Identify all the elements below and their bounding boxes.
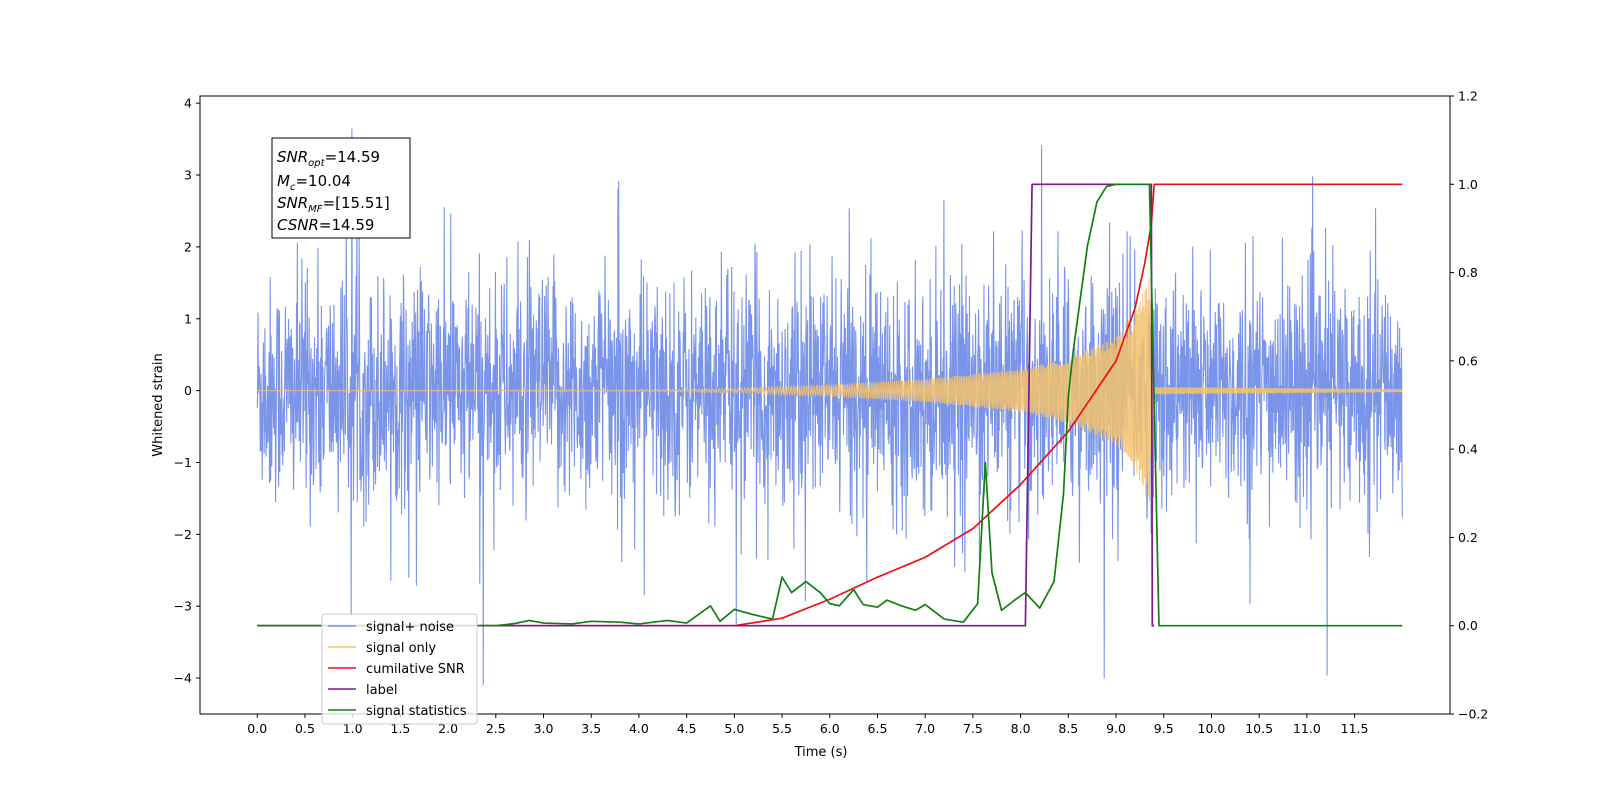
y-axis-right-ticks: 1.2 1.0 0.8 0.6 0.4 0.2 0.0 −0.2 <box>1450 89 1488 722</box>
series-signal-noise <box>256 128 1403 686</box>
legend-label-label: label <box>366 683 397 698</box>
label-line <box>257 183 1155 627</box>
x-tick-label: 2.0 <box>438 721 458 736</box>
signal-noise-line <box>256 128 1403 686</box>
y2-tick-label: 0.8 <box>1458 265 1478 280</box>
x-tick-label: 3.0 <box>534 721 554 736</box>
annotation-snr-mf: SNRMF=[15.51] <box>277 194 390 215</box>
legend-label-signal-noise: signal+ noise <box>366 620 454 635</box>
x-tick-label: 3.5 <box>581 721 601 736</box>
x-axis-ticks: 0.0 0.5 1.0 1.5 2.0 2.5 3.0 3.5 4.0 4.5 5.0 5.5 6.0 6… <box>247 714 1369 736</box>
x-tick-label: 1.0 <box>343 721 363 736</box>
y-tick-label: −3 <box>174 599 192 614</box>
y-tick-label: 1 <box>184 311 192 326</box>
y2-tick-label: 1.2 <box>1458 89 1478 104</box>
y-axis-label: Whitened strain <box>151 353 166 456</box>
x-tick-label: 6.0 <box>820 721 840 736</box>
y2-tick-label: 1.0 <box>1458 177 1478 192</box>
legend: signal+ noise signal only cumilative SNR… <box>321 613 478 725</box>
series-signal-only <box>257 277 1403 502</box>
y2-tick-label: 0.0 <box>1458 618 1478 633</box>
cumulative-snr-line <box>257 183 1403 627</box>
x-tick-label: 5.0 <box>724 721 744 736</box>
x-tick-label: 6.5 <box>868 721 888 736</box>
y-axis-left-ticks: 4 3 2 1 0 −1 −2 −3 −4 <box>174 96 200 686</box>
legend-label-cumulative-snr: cumilative SNR <box>366 662 465 677</box>
x-tick-label: 9.0 <box>1106 721 1126 736</box>
x-tick-label: 11.5 <box>1341 721 1369 736</box>
x-tick-label: 7.5 <box>963 721 983 736</box>
y-tick-label: −4 <box>174 671 192 686</box>
x-tick-label: 8.5 <box>1058 721 1078 736</box>
x-tick-label: 1.5 <box>390 721 410 736</box>
snr-annotation-box: SNRopt=14.59 Mc=10.04 SNRMF=[15.51] CSNR… <box>271 137 411 239</box>
y-tick-label: −2 <box>174 527 192 542</box>
annotation-csnr: CSNR=14.59 <box>277 216 374 234</box>
signal-only-line <box>257 277 1403 502</box>
y2-tick-label: 0.4 <box>1458 442 1478 457</box>
y2-tick-label: −0.2 <box>1458 707 1488 722</box>
y-tick-label: 4 <box>184 96 192 111</box>
signal-statistics-line <box>257 183 1403 627</box>
x-tick-label: 5.5 <box>772 721 792 736</box>
x-tick-label: 2.5 <box>486 721 506 736</box>
plot-frame <box>199 95 1451 715</box>
x-tick-label: 9.5 <box>1154 721 1174 736</box>
right-axis-series <box>257 183 1403 627</box>
legend-label-signal-statistics: signal statistics <box>366 704 467 719</box>
y2-tick-label: 0.6 <box>1458 353 1478 368</box>
x-tick-label: 7.0 <box>915 721 935 736</box>
x-tick-label: 10.0 <box>1198 721 1226 736</box>
x-tick-label: 4.5 <box>677 721 697 736</box>
legend-label-signal-only: signal only <box>366 641 436 656</box>
x-tick-label: 4.0 <box>629 721 649 736</box>
x-tick-label: 0.5 <box>295 721 315 736</box>
x-tick-label: 0.0 <box>247 721 267 736</box>
x-tick-label: 11.0 <box>1293 721 1321 736</box>
y-tick-label: 2 <box>184 239 192 254</box>
y-tick-label: −1 <box>174 455 192 470</box>
x-tick-label: 8.0 <box>1011 721 1031 736</box>
y2-tick-label: 0.2 <box>1458 530 1478 545</box>
annotation-snr-opt: SNRopt=14.59 <box>277 148 380 169</box>
x-tick-label: 10.5 <box>1245 721 1273 736</box>
annotation-mc: Mc=10.04 <box>277 172 351 193</box>
y-tick-label: 3 <box>184 168 192 183</box>
x-axis-label: Time (s) <box>794 745 848 760</box>
y-tick-label: 0 <box>184 383 192 398</box>
